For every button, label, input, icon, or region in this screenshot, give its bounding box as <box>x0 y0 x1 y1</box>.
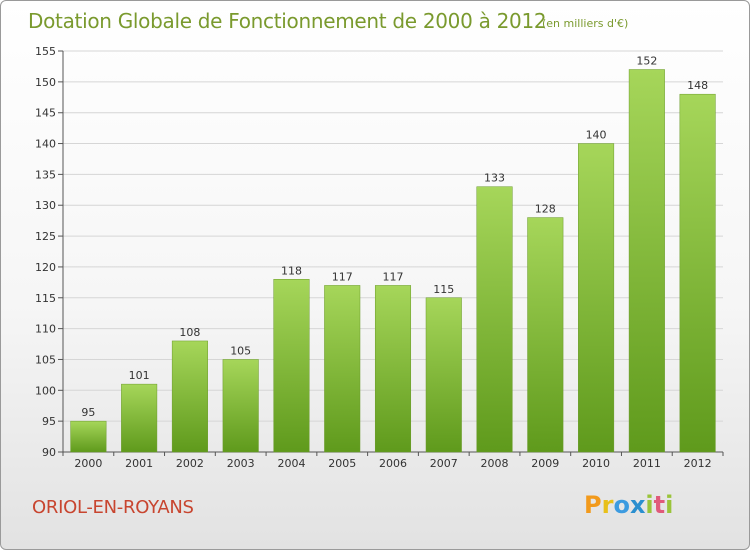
x-tick-label: 2005 <box>328 457 356 470</box>
commune-name: ORIOL-EN-ROYANS <box>32 497 194 518</box>
x-tick-label: 2008 <box>481 457 509 470</box>
y-tick-label: 120 <box>35 261 56 274</box>
y-tick-label: 115 <box>35 292 56 305</box>
x-tick-label: 2003 <box>227 457 255 470</box>
logo-letter: r <box>601 491 614 519</box>
bar <box>121 383 158 453</box>
x-tick-label: 2009 <box>531 457 559 470</box>
bar-value-label: 152 <box>636 55 657 68</box>
logo-letter: x <box>629 491 646 519</box>
bar <box>70 420 107 453</box>
y-tick-label: 140 <box>35 138 56 151</box>
y-tick-label: 150 <box>35 76 56 89</box>
y-tick-label: 145 <box>35 107 56 120</box>
bar <box>171 340 208 453</box>
y-tick-label: 155 <box>35 45 56 58</box>
logo-letter: i <box>645 491 654 519</box>
y-tick-label: 135 <box>35 168 56 181</box>
bar-value-label: 117 <box>332 270 353 283</box>
y-tick-label: 105 <box>35 353 56 366</box>
bar <box>476 186 513 453</box>
x-tick-label: 2002 <box>176 457 204 470</box>
x-tick-label: 2012 <box>684 457 712 470</box>
bar <box>222 359 259 453</box>
logo-letter: P <box>584 491 602 519</box>
bar-value-label: 117 <box>383 270 404 283</box>
x-tick-label: 2000 <box>74 457 102 470</box>
bar-value-label: 105 <box>230 344 251 357</box>
x-tick-label: 2011 <box>633 457 661 470</box>
x-tick-label: 2004 <box>277 457 305 470</box>
y-tick-label: 95 <box>42 415 56 428</box>
y-tick-label: 110 <box>35 323 56 336</box>
bar-value-label: 128 <box>535 203 556 216</box>
x-tick-label: 2010 <box>582 457 610 470</box>
bar-value-label: 118 <box>281 264 302 277</box>
bar-value-label: 148 <box>687 79 708 92</box>
bar-value-label: 101 <box>129 369 150 382</box>
bar <box>628 69 665 453</box>
y-tick-label: 90 <box>42 446 56 459</box>
chart-unit-note: (en milliers d'€) <box>542 17 629 30</box>
bar-value-label: 108 <box>179 326 200 339</box>
bar <box>273 279 310 453</box>
bar <box>527 217 564 453</box>
x-tick-label: 2007 <box>430 457 458 470</box>
bar <box>679 93 716 453</box>
y-tick-label: 125 <box>35 230 56 243</box>
bar <box>324 285 361 453</box>
bar <box>578 143 615 453</box>
bar-value-label: 95 <box>81 406 95 419</box>
chart-title: Dotation Globale de Fonctionnement de 20… <box>28 9 547 33</box>
bar-value-label: 133 <box>484 172 505 185</box>
logo-letter: o <box>613 491 630 519</box>
y-tick-label: 100 <box>35 384 56 397</box>
y-tick-label: 130 <box>35 199 56 212</box>
bar-value-label: 115 <box>433 283 454 296</box>
logo-letter: i <box>665 491 674 519</box>
bar <box>425 297 462 453</box>
x-tick-label: 2001 <box>125 457 153 470</box>
x-tick-label: 2006 <box>379 457 407 470</box>
bar-value-label: 140 <box>586 129 607 142</box>
bar <box>374 285 412 453</box>
proxiti-logo: Proxiti <box>584 491 673 519</box>
logo-letter: t <box>653 491 666 519</box>
